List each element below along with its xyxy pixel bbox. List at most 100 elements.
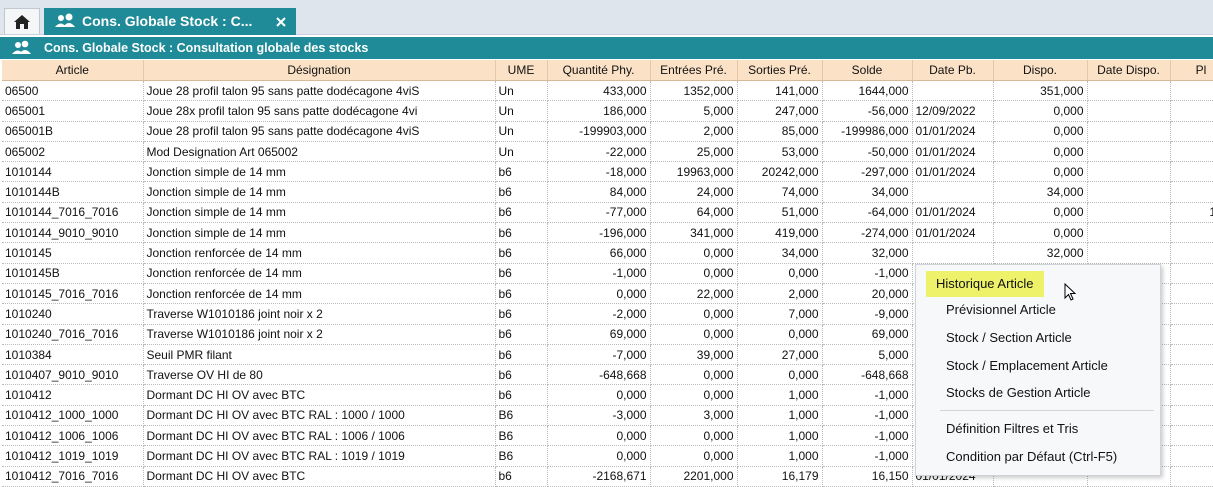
- menu-item[interactable]: Définition Filtres et Tris: [932, 416, 1092, 442]
- table-cell: Jonction renforcée de 14 mm: [143, 263, 495, 283]
- table-cell: -3,000: [547, 405, 650, 425]
- table-cell: 1010412: [2, 385, 143, 405]
- table-cell: 186,000: [547, 101, 650, 121]
- menu-item[interactable]: Prévisionnel Article: [932, 297, 1070, 323]
- table-cell: [1170, 263, 1213, 283]
- table-row[interactable]: 1010144BJonction simple de 14 mmb684,000…: [2, 182, 1213, 202]
- table-cell: 1010412_1006_1006: [2, 426, 143, 446]
- table-cell: 5,000: [822, 344, 912, 364]
- table-row[interactable]: 1010144_7016_7016Jonction simple de 14 m…: [2, 202, 1213, 222]
- menu-item[interactable]: Stock / Section Article: [932, 325, 1086, 351]
- column-header[interactable]: Désignation: [143, 60, 495, 81]
- active-tab[interactable]: Cons. Globale Stock : C...: [44, 8, 296, 35]
- column-header[interactable]: Date Pb.: [912, 60, 993, 81]
- menu-item[interactable]: Condition par Défaut (Ctrl-F5): [932, 444, 1131, 470]
- column-header[interactable]: Quantité Phy.: [547, 60, 650, 81]
- table-cell: b6: [495, 202, 547, 222]
- table-cell: 0,000: [650, 446, 737, 466]
- table-cell: 1010145: [2, 243, 143, 263]
- table-cell: -196,000: [547, 223, 650, 243]
- table-cell: Jonction renforcée de 14 mm: [143, 283, 495, 303]
- table-cell: -1,000: [822, 426, 912, 446]
- table-cell: 53,000: [737, 141, 822, 161]
- table-row[interactable]: 065001BJoue 28 profil talon 95 sans patt…: [2, 121, 1213, 141]
- table-cell: 0,000: [650, 304, 737, 324]
- table-cell: 01/01/2024: [912, 202, 993, 222]
- table-cell: -64,000: [822, 202, 912, 222]
- table-cell: 0,000: [993, 121, 1087, 141]
- table-cell: [1087, 162, 1170, 182]
- table-cell: 2: [1170, 141, 1213, 161]
- table-cell: 351,000: [993, 81, 1087, 101]
- table-cell: -18,000: [547, 162, 650, 182]
- table-cell: 0,000: [737, 263, 822, 283]
- table-cell: [912, 81, 993, 101]
- table-cell: 1010240_7016_7016: [2, 324, 143, 344]
- table-cell: Un: [495, 81, 547, 101]
- table-cell: -1,000: [822, 405, 912, 425]
- table-cell: 1,000: [737, 405, 822, 425]
- table-cell: Un: [495, 101, 547, 121]
- table-cell: -50,000: [822, 141, 912, 161]
- table-row[interactable]: 1010145Jonction renforcée de 14 mmb666,0…: [2, 243, 1213, 263]
- table-cell: 0: [1170, 182, 1213, 202]
- table-cell: [1087, 141, 1170, 161]
- table-cell: 20,000: [822, 283, 912, 303]
- table-cell: 01/01/2024: [912, 121, 993, 141]
- column-header[interactable]: UME: [495, 60, 547, 81]
- table-row[interactable]: 06500Joue 28 profil talon 95 sans patte …: [2, 81, 1213, 101]
- table-cell: Un: [495, 141, 547, 161]
- table-cell: 0,000: [993, 162, 1087, 182]
- table-cell: B6: [495, 446, 547, 466]
- column-header[interactable]: Date Dispo.: [1087, 60, 1170, 81]
- table-cell: Dormant DC HI OV avec BTC RAL : 1000 / 1…: [143, 405, 495, 425]
- menu-item[interactable]: Stocks de Gestion Article: [932, 380, 1105, 406]
- table-cell: -77,000: [547, 202, 650, 222]
- table-cell: Traverse W1010186 joint noir x 2: [143, 304, 495, 324]
- panel-icon: [8, 37, 42, 59]
- column-header[interactable]: Solde: [822, 60, 912, 81]
- table-cell: 3,000: [650, 405, 737, 425]
- table-cell: 0,000: [737, 324, 822, 344]
- table-cell: 25,000: [650, 141, 737, 161]
- table-cell: [912, 243, 993, 263]
- table-cell: 1010144B: [2, 182, 143, 202]
- table-cell: 1010144_7016_7016: [2, 202, 143, 222]
- table-cell: [1087, 81, 1170, 101]
- table-cell: Jonction simple de 14 mm: [143, 202, 495, 222]
- table-cell: 51,000: [737, 202, 822, 222]
- table-cell: 01/01/2024: [912, 141, 993, 161]
- table-cell: [1170, 304, 1213, 324]
- home-tab[interactable]: [4, 8, 40, 34]
- table-cell: 065002: [2, 141, 143, 161]
- table-row[interactable]: 1010144_9010_9010Jonction simple de 14 m…: [2, 223, 1213, 243]
- column-header[interactable]: Pl: [1170, 60, 1213, 81]
- column-header[interactable]: Sorties Pré.: [737, 60, 822, 81]
- column-header[interactable]: Entrées Pré.: [650, 60, 737, 81]
- table-cell: b6: [495, 466, 547, 486]
- column-header[interactable]: Article: [2, 60, 143, 81]
- table-cell: [1170, 365, 1213, 385]
- table-cell: -56,000: [822, 101, 912, 121]
- column-header[interactable]: Dispo.: [993, 60, 1087, 81]
- table-cell: 0,000: [650, 243, 737, 263]
- table-cell: 1010412_1019_1019: [2, 446, 143, 466]
- table-cell: [1087, 182, 1170, 202]
- table-cell: 64,000: [650, 202, 737, 222]
- table-row[interactable]: 065002Mod Designation Art 065002Un-22,00…: [2, 141, 1213, 161]
- menu-item[interactable]: Historique Article: [926, 271, 1044, 297]
- table-cell: 22,000: [650, 283, 737, 303]
- table-cell: [1087, 243, 1170, 263]
- menu-item[interactable]: Stock / Emplacement Article: [932, 353, 1122, 379]
- table-row[interactable]: 1010144Jonction simple de 14 mmb6-18,000…: [2, 162, 1213, 182]
- table-cell: 0,000: [650, 324, 737, 344]
- table-row[interactable]: 065001Joue 28x profil talon 95 sans patt…: [2, 101, 1213, 121]
- table-cell: -648,668: [822, 365, 912, 385]
- table-cell: 19963,000: [650, 162, 737, 182]
- table-cell: 0,000: [547, 283, 650, 303]
- table-cell: -1,000: [822, 446, 912, 466]
- tab-close[interactable]: [274, 15, 288, 29]
- table-cell: [1170, 344, 1213, 364]
- table-cell: Dormant DC HI OV avec BTC: [143, 385, 495, 405]
